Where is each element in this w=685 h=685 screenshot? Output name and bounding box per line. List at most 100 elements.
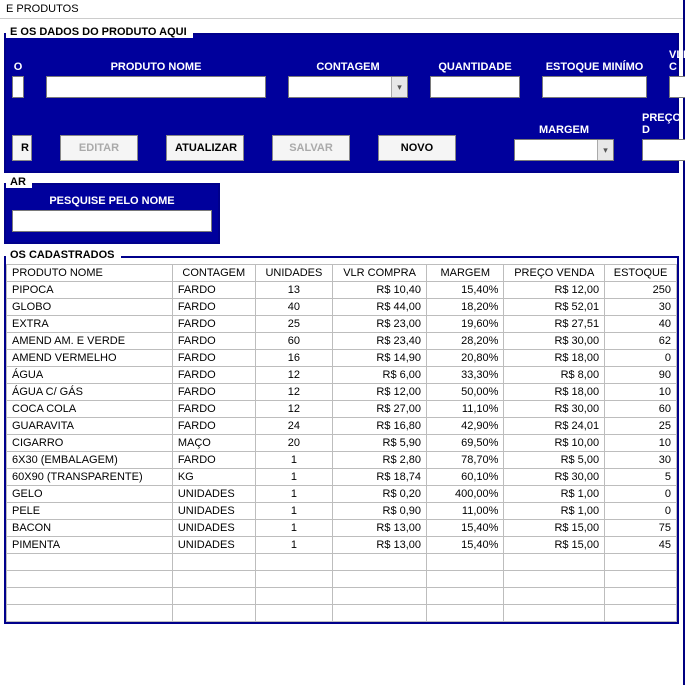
cell-pv: R$ 18,00 bbox=[504, 384, 605, 401]
col-vlr-compra[interactable]: VLR COMPRA bbox=[333, 265, 427, 282]
quantidade-input[interactable] bbox=[430, 76, 520, 98]
cell-unidades: 13 bbox=[255, 282, 332, 299]
table-row[interactable]: 6X30 (EMBALAGEM)FARDO1R$ 2,8078,70%R$ 5,… bbox=[7, 452, 677, 469]
cell-margem: 33,30% bbox=[427, 367, 504, 384]
cell-pv: R$ 8,00 bbox=[504, 367, 605, 384]
contagem-combo[interactable]: ▾ bbox=[288, 76, 408, 98]
cell-unidades: 25 bbox=[255, 316, 332, 333]
table-row[interactable]: ÁGUA C/ GÁSFARDO12R$ 12,0050,00%R$ 18,00… bbox=[7, 384, 677, 401]
preco-d-input[interactable] bbox=[642, 139, 685, 161]
cell-vlr: R$ 13,00 bbox=[333, 537, 427, 554]
cell-contagem: FARDO bbox=[172, 367, 255, 384]
cell-nome: AMEND AM. E VERDE bbox=[7, 333, 173, 350]
cell-contagem: FARDO bbox=[172, 350, 255, 367]
table-row[interactable]: GUARAVITAFARDO24R$ 16,8042,90%R$ 24,0125 bbox=[7, 418, 677, 435]
r-button[interactable]: R bbox=[12, 135, 32, 161]
col-produto-nome[interactable]: PRODUTO NOME bbox=[7, 265, 173, 282]
cell-nome: CIGARRO bbox=[7, 435, 173, 452]
cell-contagem: UNIDADES bbox=[172, 486, 255, 503]
cell-pv: R$ 30,00 bbox=[504, 401, 605, 418]
cell-est: 30 bbox=[605, 452, 677, 469]
form-panel: E OS DADOS DO PRODUTO AQUI O PRODUTO NOM… bbox=[4, 33, 679, 173]
estoque-minimo-input[interactable] bbox=[542, 76, 647, 98]
cell-margem: 15,40% bbox=[427, 282, 504, 299]
search-label: PESQUISE PELO NOME bbox=[12, 195, 212, 207]
editar-button[interactable]: EDITAR bbox=[60, 135, 138, 161]
product-grid[interactable]: PRODUTO NOME CONTAGEM UNIDADES VLR COMPR… bbox=[6, 264, 677, 622]
cell-pv: R$ 30,00 bbox=[504, 469, 605, 486]
cell-nome: GELO bbox=[7, 486, 173, 503]
label-produto-nome: PRODUTO NOME bbox=[46, 61, 266, 73]
cell-nome: GLOBO bbox=[7, 299, 173, 316]
label-estoque-minimo: ESTOQUE MINÍMO bbox=[542, 61, 647, 73]
cell-nome: GUARAVITA bbox=[7, 418, 173, 435]
table-row[interactable]: PIMENTAUNIDADES1R$ 13,0015,40%R$ 15,0045 bbox=[7, 537, 677, 554]
col-unidades[interactable]: UNIDADES bbox=[255, 265, 332, 282]
table-row[interactable]: AMEND VERMELHOFARDO16R$ 14,9020,80%R$ 18… bbox=[7, 350, 677, 367]
cell-est: 10 bbox=[605, 384, 677, 401]
cell-est: 250 bbox=[605, 282, 677, 299]
salvar-button[interactable]: SALVAR bbox=[272, 135, 350, 161]
col-estoque[interactable]: ESTOQUE bbox=[605, 265, 677, 282]
vlr-c-input[interactable] bbox=[669, 76, 685, 98]
search-legend: AR bbox=[6, 176, 32, 188]
cell-contagem: KG bbox=[172, 469, 255, 486]
table-row[interactable]: GELOUNIDADES1R$ 0,20400,00%R$ 1,000 bbox=[7, 486, 677, 503]
cell-margem: 11,10% bbox=[427, 401, 504, 418]
search-input[interactable] bbox=[12, 210, 212, 232]
table-row[interactable]: AMEND AM. E VERDEFARDO60R$ 23,4028,20%R$… bbox=[7, 333, 677, 350]
cell-unidades: 1 bbox=[255, 452, 332, 469]
list-panel: OS CADASTRADOS PRODUTO NOME CONTAGEM UNI… bbox=[4, 256, 679, 624]
cell-nome: AMEND VERMELHO bbox=[7, 350, 173, 367]
codigo-input[interactable] bbox=[12, 76, 24, 98]
cell-unidades: 1 bbox=[255, 486, 332, 503]
cell-nome: PELE bbox=[7, 503, 173, 520]
cell-est: 0 bbox=[605, 350, 677, 367]
cell-vlr: R$ 0,20 bbox=[333, 486, 427, 503]
cell-nome: EXTRA bbox=[7, 316, 173, 333]
cell-margem: 60,10% bbox=[427, 469, 504, 486]
cell-pv: R$ 15,00 bbox=[504, 537, 605, 554]
cell-nome: PIMENTA bbox=[7, 537, 173, 554]
cell-pv: R$ 30,00 bbox=[504, 333, 605, 350]
table-row[interactable]: CIGARROMAÇO20R$ 5,9069,50%R$ 10,0010 bbox=[7, 435, 677, 452]
table-row[interactable]: PIPOCAFARDO13R$ 10,4015,40%R$ 12,00250 bbox=[7, 282, 677, 299]
margem-combo[interactable]: ▾ bbox=[514, 139, 614, 161]
table-row-empty bbox=[7, 554, 677, 571]
produto-nome-input[interactable] bbox=[46, 76, 266, 98]
cell-unidades: 1 bbox=[255, 537, 332, 554]
cell-margem: 11,00% bbox=[427, 503, 504, 520]
table-row[interactable]: GLOBOFARDO40R$ 44,0018,20%R$ 52,0130 bbox=[7, 299, 677, 316]
cell-margem: 50,00% bbox=[427, 384, 504, 401]
cell-est: 0 bbox=[605, 486, 677, 503]
table-row[interactable]: EXTRAFARDO25R$ 23,0019,60%R$ 27,5140 bbox=[7, 316, 677, 333]
table-row[interactable]: COCA COLAFARDO12R$ 27,0011,10%R$ 30,0060 bbox=[7, 401, 677, 418]
cell-est: 30 bbox=[605, 299, 677, 316]
chevron-down-icon: ▾ bbox=[597, 140, 613, 160]
cell-vlr: R$ 13,00 bbox=[333, 520, 427, 537]
cell-nome: PIPOCA bbox=[7, 282, 173, 299]
cell-contagem: FARDO bbox=[172, 452, 255, 469]
cell-pv: R$ 15,00 bbox=[504, 520, 605, 537]
cell-unidades: 12 bbox=[255, 384, 332, 401]
table-row[interactable]: 60X90 (TRANSPARENTE)KG1R$ 18,7460,10%R$ … bbox=[7, 469, 677, 486]
col-margem[interactable]: MARGEM bbox=[427, 265, 504, 282]
col-preco-venda[interactable]: PREÇO VENDA bbox=[504, 265, 605, 282]
label-quantidade: QUANTIDADE bbox=[430, 61, 520, 73]
table-row[interactable]: PELEUNIDADES1R$ 0,9011,00%R$ 1,000 bbox=[7, 503, 677, 520]
cell-vlr: R$ 6,00 bbox=[333, 367, 427, 384]
cell-vlr: R$ 23,40 bbox=[333, 333, 427, 350]
window-title: E PRODUTOS bbox=[0, 0, 683, 19]
cell-unidades: 24 bbox=[255, 418, 332, 435]
cell-margem: 28,20% bbox=[427, 333, 504, 350]
table-row[interactable]: ÁGUAFARDO12R$ 6,0033,30%R$ 8,0090 bbox=[7, 367, 677, 384]
novo-button[interactable]: NOVO bbox=[378, 135, 456, 161]
cell-pv: R$ 12,00 bbox=[504, 282, 605, 299]
cell-est: 40 bbox=[605, 316, 677, 333]
atualizar-button[interactable]: ATUALIZAR bbox=[166, 135, 244, 161]
cell-contagem: FARDO bbox=[172, 333, 255, 350]
cell-unidades: 1 bbox=[255, 503, 332, 520]
cell-contagem: FARDO bbox=[172, 418, 255, 435]
table-row[interactable]: BACONUNIDADES1R$ 13,0015,40%R$ 15,0075 bbox=[7, 520, 677, 537]
col-contagem[interactable]: CONTAGEM bbox=[172, 265, 255, 282]
